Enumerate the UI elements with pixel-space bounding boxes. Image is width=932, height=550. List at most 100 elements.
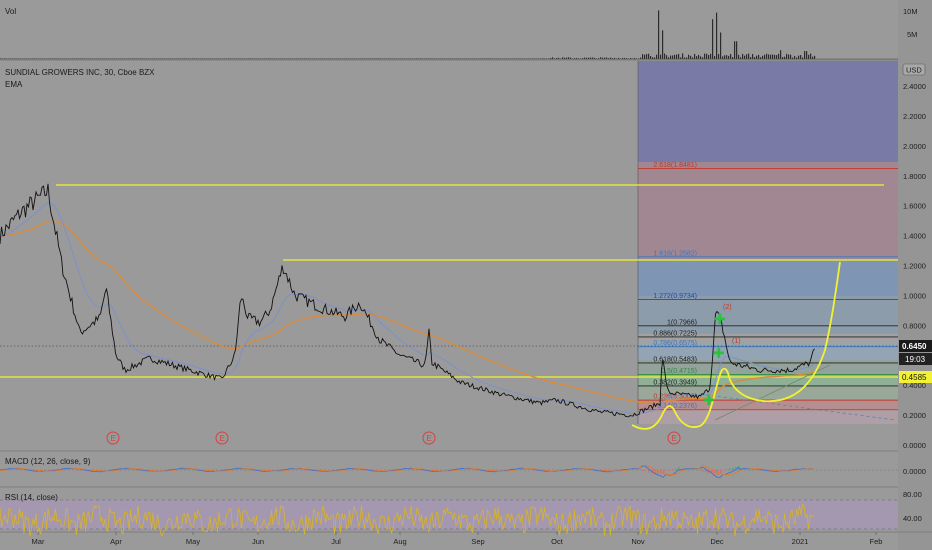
macd-histogram-bar	[63, 468, 65, 470]
volume-bar	[594, 57, 596, 59]
macd-signal-line	[0, 464, 813, 476]
volume-bar	[686, 57, 688, 59]
fib-zone-0382	[638, 385, 898, 400]
volume-bar	[682, 53, 684, 59]
volume-bar	[718, 54, 720, 59]
volume-bar	[730, 54, 732, 59]
trend-line	[699, 393, 896, 421]
earnings-icon[interactable]	[106, 431, 120, 445]
volume-bar	[562, 57, 564, 59]
volume-bar	[808, 54, 810, 59]
macd-pane: MACD (12, 26, close, 9) 0.0000	[0, 457, 926, 478]
macd-histogram-bar	[381, 470, 383, 471]
macd-histogram-bar	[690, 469, 692, 470]
countdown-label: 19:03	[905, 355, 926, 364]
earnings-icon[interactable]	[667, 431, 681, 445]
price-tick-label: 1.4000	[903, 232, 926, 241]
fib-levels: 2.618(1.8481) 1.618(1.2582) 1.272(0.9734) 1…	[638, 162, 898, 410]
earnings-icon[interactable]	[422, 431, 436, 445]
volume-bar	[736, 41, 738, 59]
price-tick-label: 0.4000	[903, 381, 926, 390]
volume-bar	[586, 57, 588, 59]
macd-histogram-bar	[705, 470, 707, 473]
fib-level-label: 0.236(0.3000)	[653, 394, 697, 401]
volume-bar	[790, 54, 792, 59]
fib-level-label: 0.618(0.5483)	[653, 356, 697, 363]
macd-histogram-bar	[12, 469, 14, 470]
fib-level-label: 1.618(1.2582)	[653, 250, 697, 257]
volume-bar	[720, 32, 722, 59]
macd-histogram-bar	[684, 468, 686, 470]
price-tick-label: 1.0000	[903, 291, 926, 300]
volume-bar	[706, 53, 708, 59]
volume-pane: Vol 10M 5M	[0, 7, 918, 60]
volume-bar	[770, 54, 772, 59]
time-axis: Mar Apr May Jun Jul Aug Sep Oct Nov Dec 2021 Feb	[32, 532, 882, 546]
volume-bar	[740, 57, 742, 59]
time-tick-label: Dec	[710, 537, 724, 546]
macd-histogram-bar	[252, 470, 254, 471]
macd-title: MACD (12, 26, close, 9)	[5, 457, 91, 466]
macd-histogram-bar	[477, 470, 479, 471]
volume-bar	[756, 55, 758, 59]
macd-histogram-bar	[366, 470, 368, 471]
volume-bar	[752, 54, 754, 59]
time-tick-label: Mar	[32, 537, 45, 546]
macd-histogram-bar	[732, 467, 734, 470]
macd-histogram-bar	[183, 469, 185, 470]
macd-histogram-bar	[804, 469, 806, 470]
earnings-icon[interactable]	[215, 431, 229, 445]
volume-bar	[738, 54, 740, 59]
volume-bar	[734, 41, 736, 59]
volume-bar	[814, 55, 816, 59]
macd-histogram-bar	[729, 468, 731, 470]
volume-bar	[760, 57, 762, 59]
volume-bar	[742, 53, 744, 59]
price-tick-label: 0.8000	[903, 321, 926, 330]
macd-histogram-bar	[642, 470, 644, 472]
macd-tick-label: 0.0000	[903, 467, 926, 476]
fib-level-label: 0.14(0.2376)	[657, 403, 697, 410]
volume-bar	[744, 55, 746, 59]
fib-level-label: 0.786(0.6575)	[653, 340, 697, 347]
volume-bar	[702, 57, 704, 59]
time-tick-label: Sep	[471, 537, 484, 546]
currency-badge[interactable]	[902, 63, 926, 76]
price-tick-label: 1.2000	[903, 262, 926, 271]
volume-bar	[578, 58, 580, 59]
time-tick-label: 2021	[792, 537, 809, 546]
price-tick-label: 0.0000	[903, 441, 926, 450]
macd-histogram-bar	[324, 470, 326, 471]
earnings-label: E	[427, 434, 432, 443]
fib-zone-0236	[638, 400, 898, 411]
volume-bar	[804, 51, 806, 59]
price-tick-label: 2.0000	[903, 142, 926, 151]
macd-histogram-bar	[120, 468, 122, 470]
cross-marker-icon: ✚	[713, 346, 725, 362]
volume-bar	[712, 19, 714, 59]
volume-bar	[590, 57, 592, 59]
macd-histogram-bar	[495, 470, 497, 471]
macd-histogram-bar	[240, 469, 242, 470]
macd-histogram-bar	[636, 469, 638, 470]
volume-bar	[748, 53, 750, 59]
volume-bar	[690, 55, 692, 59]
volume-bar	[582, 58, 584, 59]
volume-bar	[794, 55, 796, 59]
macd-histogram-bar	[33, 470, 35, 472]
volume-bar	[618, 57, 620, 59]
fib-zone-1272	[638, 296, 898, 334]
volume-bar	[598, 58, 600, 59]
volume-bar	[796, 57, 798, 59]
macd-histogram-bar	[654, 470, 656, 475]
volume-bar	[774, 54, 776, 59]
price-tick-label: 2.4000	[903, 82, 926, 91]
volume-bar	[564, 57, 566, 59]
volume-bar	[624, 58, 626, 59]
volume-tick-label: 5M	[907, 30, 917, 39]
volume-bar	[800, 55, 802, 59]
macd-histogram-bar	[747, 469, 749, 470]
volume-bar	[710, 53, 712, 59]
macd-histogram-bar	[138, 470, 140, 471]
macd-histogram-bar	[555, 470, 557, 471]
